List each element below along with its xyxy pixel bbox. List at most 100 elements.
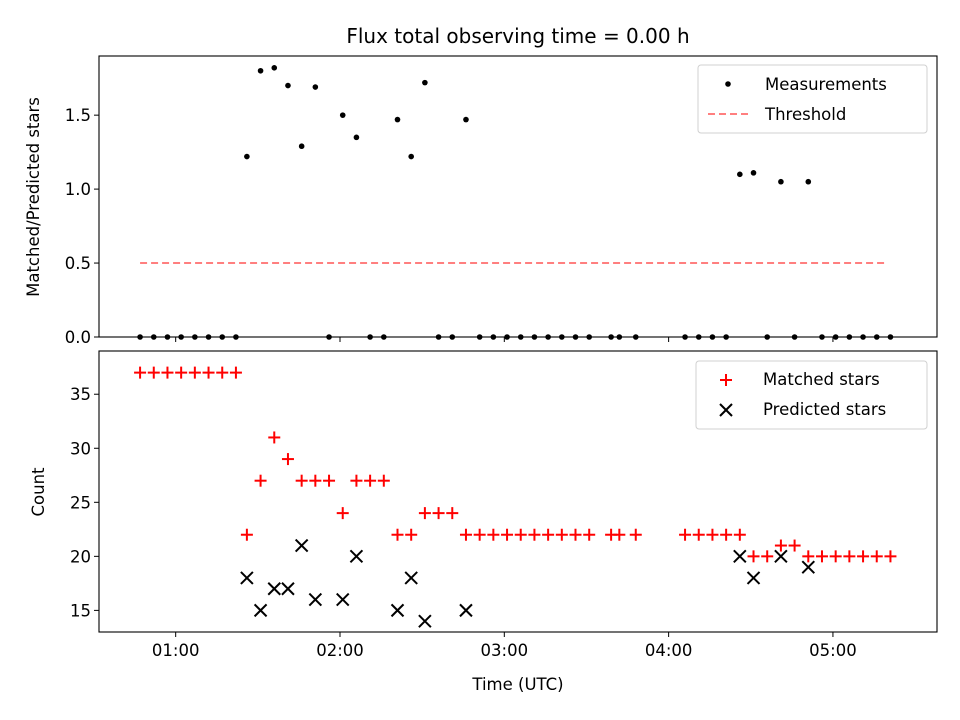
matched-point [188,366,201,379]
matched-point [870,550,883,563]
matched-point [216,366,229,379]
matched-point [583,528,596,541]
top-legend: Measurements Threshold [697,64,928,134]
y-tick-label: 15 [70,601,91,620]
predicted-point [240,571,254,585]
predicted-point [390,603,405,618]
matched-point [761,550,774,563]
matched-point [843,550,856,563]
measurement-point [312,84,319,90]
measurement-point [805,178,812,185]
matched-point [542,528,555,541]
measurement-point [285,82,291,89]
matched-point [377,474,390,487]
matched-point [857,550,870,563]
matched-point [254,474,267,487]
matched-point [788,539,801,552]
matched-point [391,528,404,541]
bottom-y-axis-label: Count [29,467,48,517]
matched-point [161,366,174,379]
measurement-point [778,178,784,185]
matched-point [147,366,160,379]
matched-point [692,528,705,541]
matched-point [720,528,733,541]
legend-predicted-marker [719,403,733,417]
measurement-point [298,143,305,150]
measurement-point [737,171,743,178]
matched-point [202,366,215,379]
matched-point [555,528,568,541]
matched-point [706,528,719,541]
top-y-axis-label: Matched/Predicted stars [24,97,43,297]
predicted-point [418,614,432,628]
matched-point [446,507,459,520]
matched-point [418,507,431,520]
measurement-point [339,112,346,118]
measurement-point [353,134,360,141]
bottom-x-ticks: 01:00 02:00 03:00 04:00 05:00 [152,632,857,660]
x-tick-label: 01:00 [152,641,200,660]
matched-point [501,528,514,541]
y-tick-label: 1.0 [65,180,91,199]
matched-point [613,528,626,541]
matched-point [514,528,527,541]
matched-point [268,431,281,444]
matched-point [336,507,349,520]
measurement-point [271,65,278,71]
predicted-point [336,592,350,607]
matched-point [487,528,500,541]
predicted-point [281,582,295,596]
matched-point [528,528,541,541]
matched-point [829,550,842,563]
matched-point [747,550,760,563]
measurement-point [422,79,428,86]
legend-measurements-label: Measurements [765,75,887,94]
y-tick-label: 0.5 [65,254,91,273]
legend-matched-label: Matched stars [763,370,880,389]
predicted-point [774,549,788,564]
matched-point [802,550,815,563]
matched-point [134,366,147,379]
matched-point [473,528,486,541]
predicted-point [294,538,309,553]
bottom-legend: Matched stars Predicted stars [695,360,928,430]
measurement-point [257,67,264,74]
matched-point [679,528,692,541]
matched-point [774,539,787,552]
matched-point [815,550,828,563]
top-panel: 0.0 0.5 1.0 1.5 Matched/Predicted stars Mea… [24,55,938,347]
legend-predicted-label: Predicted stars [763,400,886,419]
bottom-x-axis-label: Time (UTC) [471,675,563,694]
matched-point [229,366,242,379]
y-tick-label: 35 [70,385,91,404]
figure-title: Flux total observing time = 0.00 h [346,24,689,48]
y-tick-label: 30 [70,439,91,458]
y-tick-label: 0.0 [65,328,91,347]
predicted-point [308,592,323,607]
predicted-point [459,603,473,618]
bottom-panel: 15 20 25 30 35 01:00 02:00 03:00 04:00 05:00 Cou… [29,350,938,694]
top-legend-box [697,64,928,134]
matched-point [309,474,322,487]
y-tick-label: 25 [70,493,91,512]
x-tick-label: 04:00 [645,641,693,660]
matched-point [629,528,642,541]
predicted-point [733,549,747,564]
predicted-point [267,582,281,596]
matched-point [432,507,445,520]
measurement-point [408,153,414,160]
top-y-ticks: 0.0 0.5 1.0 1.5 [65,106,99,347]
matched-point [405,528,418,541]
legend-measurements-marker [725,81,731,87]
measurement-point [244,153,250,160]
matched-point [569,528,582,541]
legend-matched-marker [720,374,732,386]
y-tick-label: 20 [70,547,91,566]
measurement-point [463,116,469,123]
measurement-point [750,170,757,176]
matched-point [240,528,253,541]
x-tick-label: 03:00 [481,641,529,660]
bottom-y-ticks: 15 20 25 30 35 [70,385,99,620]
predicted-point [801,560,815,574]
